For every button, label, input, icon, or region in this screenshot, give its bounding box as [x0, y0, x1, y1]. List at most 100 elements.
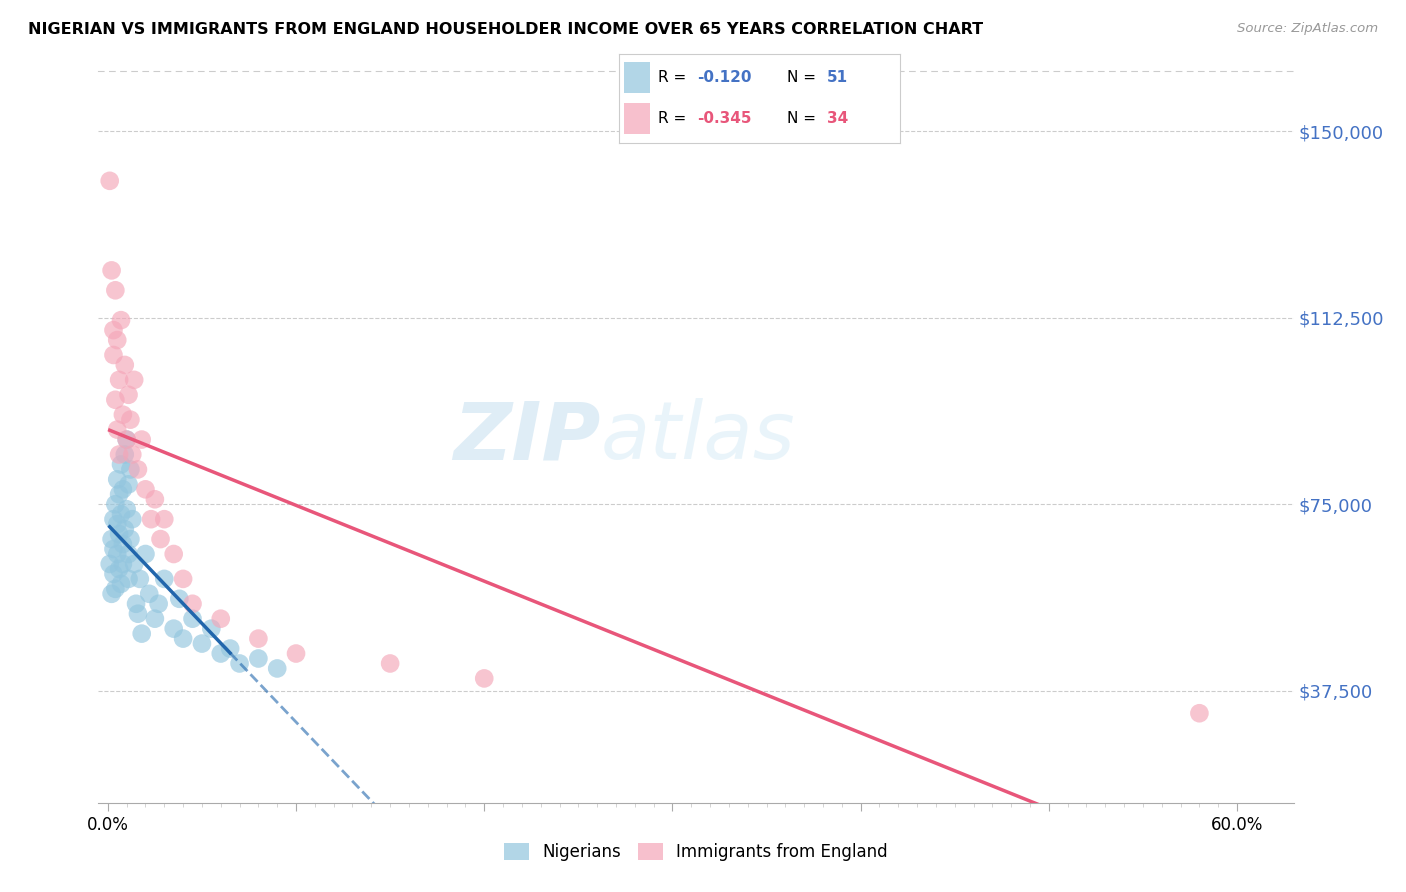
Point	[104, 582, 127, 596]
Point	[138, 587, 160, 601]
Point	[100, 532, 122, 546]
Point	[153, 512, 176, 526]
Point	[247, 651, 270, 665]
Point	[117, 388, 139, 402]
Point	[103, 348, 125, 362]
Point	[103, 323, 125, 337]
Point	[115, 502, 138, 516]
Point	[1188, 706, 1211, 721]
Text: ZIP: ZIP	[453, 398, 600, 476]
Point	[121, 448, 143, 462]
Point	[103, 566, 125, 581]
Point	[108, 487, 131, 501]
Point	[117, 477, 139, 491]
Point	[169, 591, 191, 606]
Point	[134, 483, 156, 497]
Point	[108, 562, 131, 576]
Point	[285, 647, 308, 661]
Text: NIGERIAN VS IMMIGRANTS FROM ENGLAND HOUSEHOLDER INCOME OVER 65 YEARS CORRELATION: NIGERIAN VS IMMIGRANTS FROM ENGLAND HOUS…	[28, 22, 983, 37]
Point	[103, 512, 125, 526]
Point	[111, 483, 134, 497]
Point	[117, 547, 139, 561]
Point	[104, 283, 127, 297]
Point	[219, 641, 242, 656]
Text: 51: 51	[827, 70, 848, 85]
Point	[114, 358, 136, 372]
Text: -0.345: -0.345	[697, 112, 752, 126]
Point	[105, 423, 128, 437]
Text: atlas: atlas	[600, 398, 796, 476]
Point	[163, 547, 186, 561]
Point	[110, 577, 132, 591]
Point	[103, 542, 125, 557]
Point	[472, 672, 495, 686]
Point	[98, 557, 121, 571]
Point	[200, 622, 222, 636]
Point	[98, 174, 121, 188]
Point	[139, 512, 162, 526]
Text: Source: ZipAtlas.com: Source: ZipAtlas.com	[1237, 22, 1378, 36]
Point	[378, 657, 401, 671]
Text: R =: R =	[658, 70, 692, 85]
Point	[104, 392, 127, 407]
Point	[100, 587, 122, 601]
Point	[131, 433, 153, 447]
Point	[120, 412, 142, 426]
Point	[121, 512, 143, 526]
Point	[110, 507, 132, 521]
Point	[111, 557, 134, 571]
Point	[181, 597, 204, 611]
Point	[134, 547, 156, 561]
Point	[108, 527, 131, 541]
Point	[131, 626, 153, 640]
Point	[143, 492, 166, 507]
Point	[111, 537, 134, 551]
Point	[266, 661, 288, 675]
Point	[110, 313, 132, 327]
Point	[163, 622, 186, 636]
Point	[209, 612, 232, 626]
Point	[108, 373, 131, 387]
Point	[120, 532, 142, 546]
Point	[153, 572, 176, 586]
Point	[122, 373, 145, 387]
Point	[125, 597, 148, 611]
Point	[114, 522, 136, 536]
Point	[115, 433, 138, 447]
Point	[149, 532, 172, 546]
Text: N =: N =	[787, 112, 821, 126]
Point	[148, 597, 170, 611]
Point	[111, 408, 134, 422]
Point	[117, 572, 139, 586]
Point	[172, 632, 194, 646]
Point	[120, 462, 142, 476]
Text: N =: N =	[787, 70, 821, 85]
Text: -0.120: -0.120	[697, 70, 752, 85]
Point	[247, 632, 270, 646]
Bar	[624, 62, 650, 93]
Bar	[624, 103, 650, 134]
Point	[181, 612, 204, 626]
Point	[114, 448, 136, 462]
Point	[108, 448, 131, 462]
Point	[128, 572, 150, 586]
Point	[100, 263, 122, 277]
Point	[228, 657, 250, 671]
Text: 34: 34	[827, 112, 848, 126]
Legend: Nigerians, Immigrants from England: Nigerians, Immigrants from England	[498, 836, 894, 868]
Point	[143, 612, 166, 626]
Point	[191, 636, 214, 650]
Point	[105, 517, 128, 532]
Point	[105, 472, 128, 486]
Point	[110, 458, 132, 472]
Point	[105, 333, 128, 347]
Point	[172, 572, 194, 586]
Point	[104, 497, 127, 511]
Text: R =: R =	[658, 112, 692, 126]
Point	[127, 462, 149, 476]
Point	[105, 547, 128, 561]
Point	[209, 647, 232, 661]
Point	[115, 433, 138, 447]
Point	[122, 557, 145, 571]
Point	[127, 607, 149, 621]
